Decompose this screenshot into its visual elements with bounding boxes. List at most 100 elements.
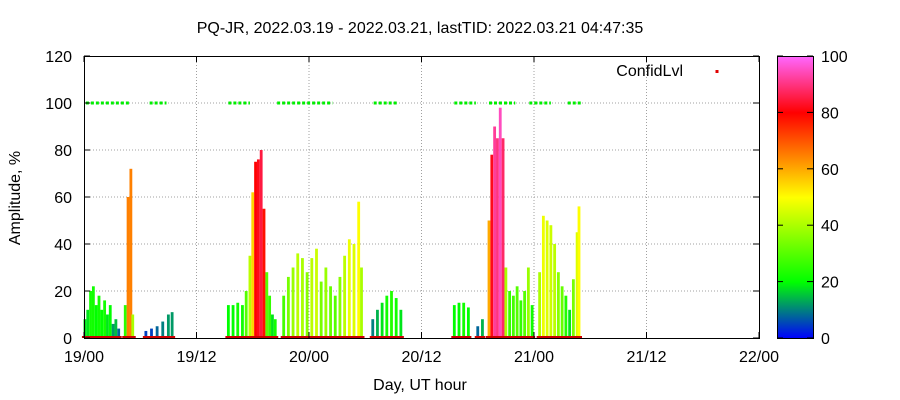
colorbar: 0 20 40 60 80 100 — [777, 49, 848, 348]
amplitude-bar — [144, 330, 148, 338]
baseline-mark — [559, 336, 566, 338]
x-axis: 19/00 19/12 20/00 20/12 21/00 21/12 22/00 — [64, 56, 779, 366]
baseline-mark — [474, 336, 481, 338]
amplitude-bar — [166, 314, 170, 338]
baseline-mark — [369, 336, 376, 338]
baseline-mark — [148, 336, 155, 338]
baseline-mark — [272, 336, 279, 338]
baseline-mark — [506, 336, 513, 338]
amplitude-bar — [265, 272, 269, 338]
colorbar-tick-label: 20 — [821, 275, 839, 292]
amplitude-bar — [511, 295, 515, 338]
amplitude-bar — [380, 302, 384, 338]
amplitude-bar — [560, 286, 564, 338]
amplitude-bar — [462, 302, 466, 338]
baseline-mark — [456, 336, 462, 338]
amplitude-bar — [519, 300, 523, 338]
amplitude-bar — [545, 220, 549, 338]
amplitude-bar — [390, 291, 393, 338]
amplitude-bar — [493, 126, 497, 338]
baseline-mark — [544, 336, 551, 338]
baseline-mark — [346, 336, 353, 338]
baseline-mark — [451, 336, 458, 338]
amplitude-bar — [89, 291, 92, 338]
amplitude-bar — [170, 312, 174, 338]
amplitude-bar — [117, 328, 121, 338]
baseline-mark — [169, 336, 176, 338]
amplitude-bar — [324, 267, 328, 338]
baseline-mark — [397, 336, 404, 338]
amplitude-bar — [319, 281, 323, 338]
amplitude-bar — [371, 319, 375, 338]
amplitude-bar — [530, 305, 534, 338]
amplitude-bar — [106, 314, 109, 338]
baseline-mark — [388, 336, 395, 338]
amplitude-bar — [476, 326, 480, 338]
amplitude-bar — [231, 305, 235, 338]
baseline-mark — [165, 336, 172, 338]
y-tick-label: 40 — [54, 237, 72, 254]
grid — [84, 56, 759, 338]
amplitude-bar — [329, 286, 332, 338]
amplitude-bar — [123, 305, 127, 338]
baseline-mark — [154, 336, 161, 338]
amplitude-bar — [523, 291, 527, 338]
amplitude-bar — [508, 291, 512, 338]
baseline-mark — [547, 336, 554, 338]
baseline-mark — [327, 336, 334, 338]
amplitude-bar — [86, 309, 90, 338]
amplitude-bar — [315, 248, 318, 338]
baseline-mark — [230, 336, 237, 338]
amplitude-bar — [352, 244, 356, 338]
baseline-mark — [243, 336, 250, 338]
baseline-mark — [322, 336, 329, 338]
amplitude-bar — [241, 305, 244, 338]
baseline-mark — [465, 336, 472, 338]
colorbar-tick-label: 0 — [821, 331, 830, 348]
amplitude-bar — [498, 107, 502, 338]
amplitude-bar — [301, 258, 304, 338]
y-tick-label: 100 — [45, 96, 72, 113]
amplitude-bar — [515, 286, 519, 338]
baseline-mark — [304, 336, 311, 338]
baseline-mark — [576, 336, 582, 338]
amplitude-bar — [541, 215, 545, 338]
y-tick-label: 0 — [63, 331, 72, 348]
amplitude-bar — [399, 309, 403, 338]
amplitude-bar — [556, 272, 560, 338]
amplitude-bar — [291, 267, 295, 338]
baseline-mark — [159, 336, 166, 338]
amplitude-bar — [254, 161, 257, 338]
amplitude-bar — [305, 272, 309, 338]
amplitude-bar — [466, 307, 470, 338]
x-tick-label: 21/00 — [514, 349, 554, 366]
amplitude-bar — [114, 319, 118, 338]
baseline-mark — [383, 336, 390, 338]
y-axis: 0 20 40 60 80 100 120 — [45, 49, 759, 348]
baseline-mark — [525, 336, 532, 338]
amplitude-bar — [549, 225, 553, 338]
baseline-mark — [299, 336, 306, 338]
baseline-mark — [351, 336, 357, 338]
baseline-mark — [313, 336, 320, 338]
amplitude-bar — [526, 267, 530, 338]
y-axis-label: Amplitude, % — [7, 151, 24, 245]
colorbar-tick-label: 100 — [821, 49, 848, 66]
amplitude-bar — [394, 298, 398, 338]
baseline-mark — [341, 336, 348, 338]
legend: ConfidLvl — [616, 63, 719, 80]
amplitude-bar — [108, 305, 112, 338]
x-tick-label: 20/00 — [289, 349, 329, 366]
chart-title: PQ-JR, 2022.03.19 - 2022.03.21, lastTID:… — [197, 20, 644, 37]
baseline-mark — [285, 336, 292, 338]
amplitude-bar — [496, 138, 499, 338]
amplitude-bars — [83, 107, 581, 338]
x-tick-label: 19/00 — [64, 349, 104, 366]
baseline-mark — [234, 336, 241, 338]
baseline-mark — [521, 336, 528, 338]
amplitude-bar — [360, 267, 363, 338]
amplitude-bar — [94, 305, 98, 338]
amplitude-bar — [282, 295, 286, 338]
baseline-mark — [308, 336, 315, 338]
